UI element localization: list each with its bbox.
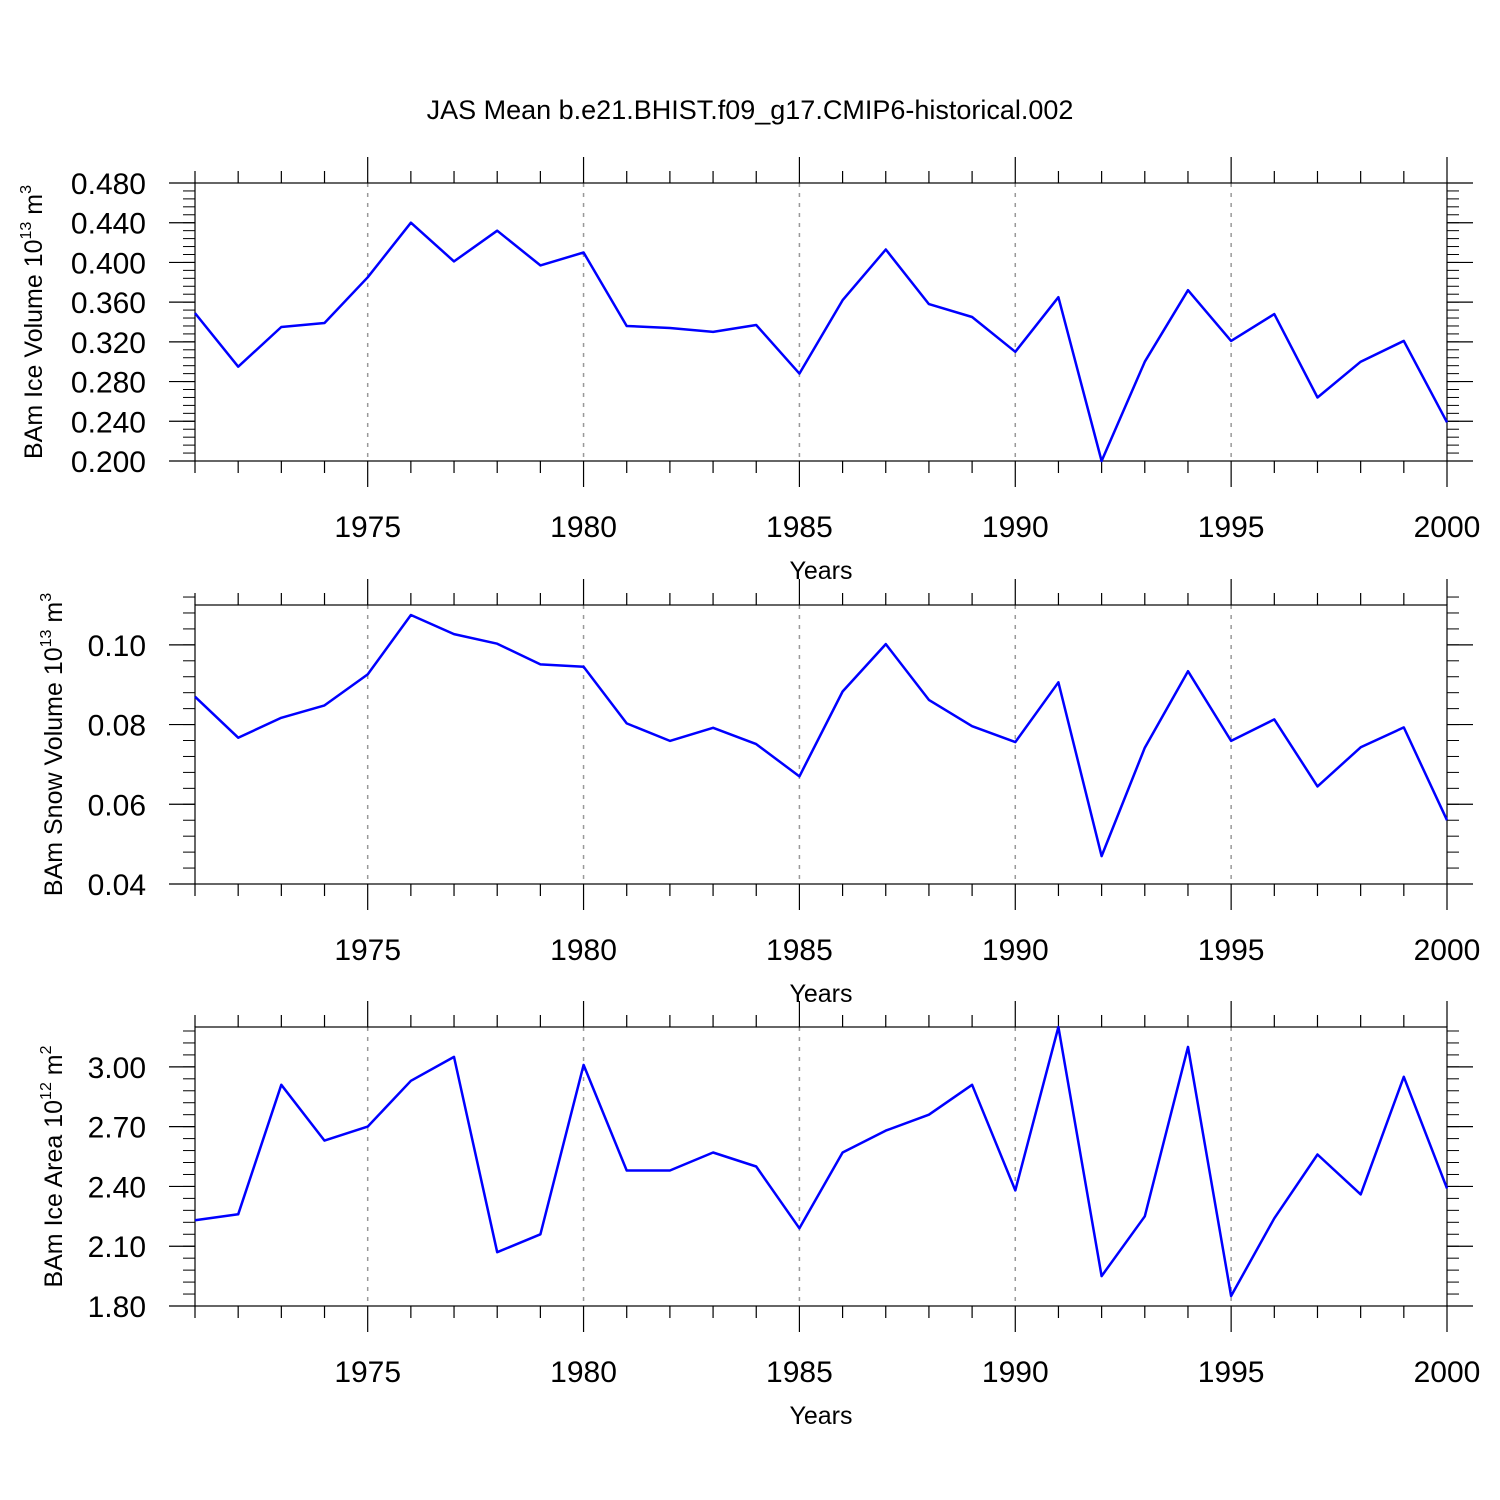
y-axis-label-exponent: 13: [38, 629, 55, 647]
x-tick-label: 1985: [766, 511, 833, 544]
x-tick-label: 1975: [334, 1356, 401, 1389]
x-tick-label: 1985: [766, 934, 833, 967]
y-tick-label: 2.10: [88, 1231, 146, 1264]
chart-title: JAS Mean b.e21.BHIST.f09_g17.CMIP6-histo…: [427, 95, 1074, 125]
y-tick-label: 2.40: [88, 1171, 146, 1204]
x-tick-label: 1975: [334, 934, 401, 967]
x-tick-label: 1980: [550, 934, 617, 967]
y-axis-label-text: BAm Ice Volume 10: [20, 239, 48, 459]
x-tick-label: 1985: [766, 1356, 833, 1389]
y-axis-label-text: m: [20, 194, 48, 222]
y-tick-label: 0.04: [88, 869, 146, 902]
y-tick-label: 0.280: [71, 367, 146, 400]
x-tick-label: 1995: [1198, 511, 1265, 544]
x-tick-label: 1975: [334, 511, 401, 544]
y-axis-label-text: BAm Ice Area 10: [40, 1100, 68, 1288]
y-axis-label-exponent: 13: [18, 222, 35, 240]
x-tick-label: 1990: [982, 934, 1049, 967]
y-axis-label-text: m: [40, 602, 68, 630]
y-axis-label-exponent: 12: [38, 1082, 55, 1100]
x-tick-label: 2000: [1414, 1356, 1481, 1389]
x-tick-label: 1990: [982, 1356, 1049, 1389]
x-tick-label: 1995: [1198, 934, 1265, 967]
y-tick-label: 0.08: [88, 710, 146, 743]
y-tick-label: 0.06: [88, 789, 146, 822]
series-line: [194, 1025, 1449, 1298]
y-axis-label-text: m: [40, 1054, 68, 1082]
plot-frame: [194, 182, 1448, 462]
panel-2: 1975 1980 1985 1990 1995 2000 0.04 0.06 0.08 0.10…: [38, 579, 1480, 1008]
y-axis-label: BAm Snow Volume 1013 m3: [38, 593, 68, 896]
y-tick-label: 0.10: [88, 630, 146, 663]
y-tick-label: 0.400: [71, 247, 146, 280]
x-tick-label: 1990: [982, 511, 1049, 544]
y-axis-label-text: BAm Snow Volume 10: [40, 647, 68, 896]
y-axis-label: BAm Ice Volume 1013 m3: [18, 185, 48, 459]
panel-3: 1975 1980 1985 1990 1995 2000 1.80 2.10 2.40 2.70…: [38, 1001, 1480, 1430]
x-tick-label: 1980: [550, 1356, 617, 1389]
plot-frame: [194, 1026, 1448, 1307]
panel-1: 1975 1980 1985 1990 1995 2000 0.200 0.240 0.280 0…: [18, 157, 1480, 585]
x-axis-label: Years: [789, 1402, 852, 1430]
x-tick-label: 2000: [1414, 511, 1481, 544]
x-tick-label: 1995: [1198, 1356, 1265, 1389]
series-line: [194, 221, 1449, 463]
series-line: [194, 613, 1449, 858]
y-tick-label: 3.00: [88, 1052, 146, 1085]
y-tick-label: 0.200: [71, 446, 146, 479]
y-axis-label: BAm Ice Area 1012 m2: [38, 1045, 68, 1287]
plot-frame: [194, 604, 1448, 885]
y-tick-label: 0.480: [71, 168, 146, 201]
y-tick-label: 0.240: [71, 406, 146, 439]
x-tick-label: 1980: [550, 511, 617, 544]
y-tick-label: 0.360: [71, 287, 146, 320]
y-tick-label: 1.80: [88, 1291, 146, 1324]
y-tick-label: 2.70: [88, 1112, 146, 1145]
y-tick-label: 0.440: [71, 208, 146, 241]
chart-panels: 1975 1980 1985 1990 1995 2000 0.200 0.240 0.280 0…: [18, 157, 1480, 1430]
y-axis-label-exponent: 2: [38, 1045, 55, 1054]
y-axis-label-exponent: 3: [18, 185, 35, 194]
x-tick-label: 2000: [1414, 934, 1481, 967]
y-axis-label-exponent: 3: [38, 593, 55, 602]
y-tick-label: 0.320: [71, 327, 146, 360]
